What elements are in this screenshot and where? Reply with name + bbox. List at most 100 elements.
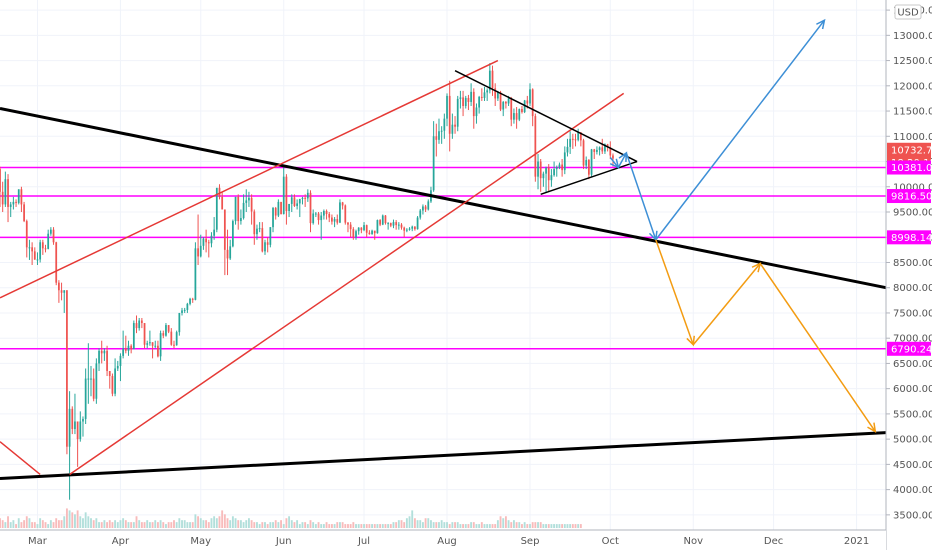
volume-bar [416, 520, 419, 528]
trend-line [540, 160, 638, 196]
candle-body [612, 155, 614, 159]
volume-bar [90, 518, 92, 528]
price-tick-label: 13000.00 [893, 31, 932, 42]
candle-body [183, 309, 186, 311]
projection-segment [655, 19, 826, 241]
volume-bar [486, 524, 489, 528]
candle-body [41, 242, 44, 249]
time-tick-label: 2021 [844, 536, 869, 547]
volume-bar [360, 524, 363, 528]
candle-body [381, 215, 384, 225]
candle-body [331, 217, 333, 222]
volume-bar [464, 524, 467, 528]
grid-lines [0, 0, 886, 530]
candle-body [194, 248, 197, 300]
price-tag-box [887, 341, 931, 356]
volume-bar [298, 524, 301, 528]
candle-body [403, 227, 406, 231]
price-tag-box [887, 189, 931, 204]
volume-bar [127, 522, 130, 528]
volume-bar [288, 516, 291, 528]
price-tag-label: 10732.78 [891, 145, 932, 156]
candle-body [491, 70, 494, 89]
volume-bar [183, 520, 186, 528]
volume-bar [114, 520, 117, 528]
candle-body [130, 345, 133, 350]
candle-body [223, 209, 226, 250]
volume-bar [28, 518, 31, 528]
volume-bar [389, 524, 392, 528]
candle-body [480, 96, 483, 98]
volume-bar [296, 520, 299, 528]
volume-bar [443, 522, 446, 528]
price-tick-label: 6500.00 [893, 359, 932, 370]
volume-bar [210, 518, 213, 528]
candle-body [74, 421, 76, 430]
volume-bar [52, 522, 55, 528]
candle-body [226, 249, 229, 259]
price-tag-label: 9816.50 [891, 192, 932, 203]
candle-body [550, 175, 553, 181]
volume-bar [148, 522, 151, 528]
candle-body [293, 197, 296, 206]
candle-body [157, 345, 159, 357]
candle-body [440, 130, 443, 132]
volume-bar [154, 520, 157, 528]
volume-bar [419, 520, 422, 528]
candle-body [9, 204, 12, 207]
candle-body [173, 344, 175, 346]
horizontal-levels [0, 166, 886, 350]
volume-bar [561, 524, 564, 528]
price-tick-label: 11500.00 [893, 107, 932, 118]
volume-bar [347, 524, 349, 528]
candle-body [63, 290, 66, 293]
volume-bar [173, 520, 175, 528]
candle-body [266, 242, 269, 245]
volume-bar [507, 520, 510, 528]
volume-bar [456, 522, 459, 528]
candle-body [368, 232, 371, 235]
volume-bar [181, 520, 183, 528]
candle-body [296, 203, 299, 206]
candle-body [435, 136, 438, 140]
candle-body [486, 90, 489, 93]
volume-bar [333, 524, 336, 528]
projection-arrowhead [816, 18, 826, 30]
candle-body [210, 235, 213, 244]
candle-body [253, 211, 256, 235]
candle-body [529, 89, 531, 104]
candle-body [23, 204, 25, 222]
candle-body [52, 229, 55, 243]
price-tick-label: 5000.00 [893, 435, 932, 446]
volume-bar [280, 520, 282, 528]
volume-bar [309, 520, 312, 528]
candle-body [111, 376, 114, 394]
time-tick-label: Mar [28, 536, 48, 547]
candle-body [36, 259, 39, 261]
time-axis[interactable]: Mar Apr May Jun Jul Aug Sep Oct Nov Dec 2021 [0, 529, 886, 550]
volume-bar [165, 524, 167, 528]
volume-bar [290, 520, 293, 528]
volume-bar [33, 522, 36, 528]
candle-body [119, 355, 122, 366]
price-axis[interactable]: 3500.00 4000.00 4500.00 5000.00 5500.00 6000.… [885, 0, 932, 550]
volume-bar [71, 512, 74, 528]
volume-bar [293, 522, 296, 528]
price-tick-label: 12500.00 [893, 56, 932, 67]
trend-line [69, 92, 625, 476]
price-tick-label: 11000.00 [893, 132, 932, 143]
candle-body [547, 167, 550, 181]
candle-body [17, 189, 20, 203]
candle-body [103, 350, 106, 354]
volume-bar [371, 524, 374, 528]
candle-body [432, 136, 435, 191]
candle-body [339, 202, 341, 223]
candle-body [135, 323, 138, 329]
volume-bar [92, 520, 95, 528]
candle-body [95, 363, 98, 399]
volume-bar [571, 524, 574, 528]
volume-bar [95, 518, 98, 528]
volume-bar [339, 522, 341, 528]
candle-body [585, 160, 588, 166]
